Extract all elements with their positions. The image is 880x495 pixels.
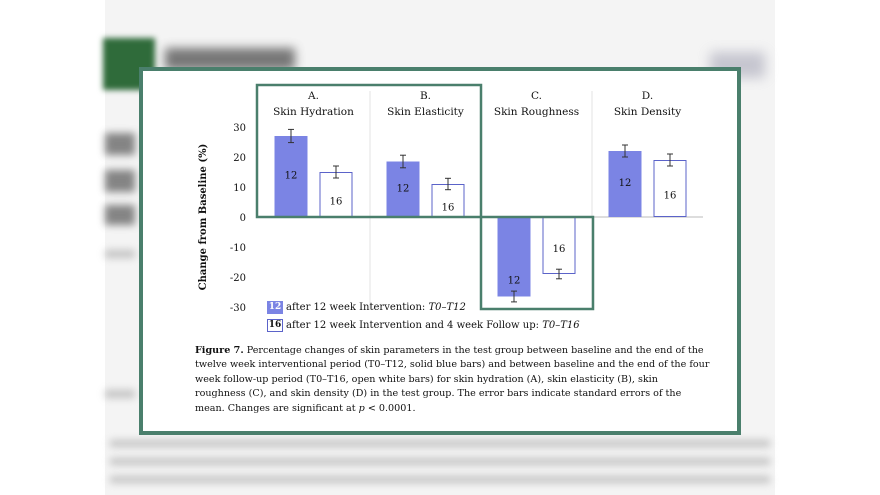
legend-italic-12: T0–T12 bbox=[428, 302, 466, 313]
bar-open bbox=[319, 172, 353, 217]
bar-label: 12 bbox=[285, 171, 298, 182]
bar-open bbox=[653, 160, 687, 217]
legend-text-16: after 12 week Intervention and 4 week Fo… bbox=[286, 320, 543, 331]
panel-letter: A. bbox=[307, 90, 319, 102]
panel-title: Skin Elasticity bbox=[387, 106, 464, 118]
y-tick-label: -30 bbox=[230, 303, 246, 314]
blurred-text-3 bbox=[110, 440, 770, 447]
legend-swatch-solid: 12 bbox=[267, 301, 283, 314]
legend-item-16: 16 after 12 week Intervention and 4 week … bbox=[267, 319, 580, 332]
highlight-box-c bbox=[479, 215, 595, 311]
blurred-text-1 bbox=[105, 250, 135, 258]
bar-label: 16 bbox=[664, 191, 677, 202]
bar-solid bbox=[274, 136, 308, 217]
bar-label: 12 bbox=[508, 276, 521, 287]
caption-tail: < 0.0001. bbox=[364, 402, 416, 414]
blurred-text-5 bbox=[110, 476, 770, 483]
bar-label: 12 bbox=[619, 178, 632, 189]
blurred-text-2 bbox=[105, 390, 135, 398]
bar-label: 16 bbox=[442, 203, 455, 214]
panel-letter: D. bbox=[642, 90, 653, 102]
y-tick-label: 20 bbox=[233, 153, 246, 164]
bar-solid bbox=[386, 161, 420, 217]
blurred-title-3 bbox=[105, 205, 135, 225]
panel-letter: B. bbox=[420, 90, 431, 102]
highlight-box-ab bbox=[255, 83, 483, 219]
legend-italic-16: T0–T16 bbox=[542, 320, 580, 331]
y-axis-label: Change from Baseline (%) bbox=[198, 144, 209, 291]
blurred-title-2 bbox=[105, 170, 135, 192]
bar-label: 16 bbox=[553, 244, 566, 255]
caption-label: Figure 7. bbox=[195, 345, 244, 356]
panel-title: Skin Roughness bbox=[494, 106, 579, 118]
y-tick-label: -10 bbox=[230, 243, 246, 254]
y-tick-label: 10 bbox=[233, 183, 246, 194]
bar-solid bbox=[497, 217, 531, 297]
panel-title: Skin Hydration bbox=[273, 106, 354, 118]
caption-p: p bbox=[358, 402, 365, 414]
bar-chart: Change from Baseline (%) 30 20 10 0 -10 -20 -30… bbox=[198, 83, 703, 314]
bar-label: 16 bbox=[330, 197, 343, 208]
y-tick-label: 0 bbox=[240, 213, 246, 224]
legend-text-12: after 12 week Intervention: bbox=[286, 302, 429, 313]
blurred-title-1 bbox=[105, 133, 135, 155]
y-tick-label: -20 bbox=[230, 273, 246, 284]
blurred-text-4 bbox=[110, 458, 770, 465]
journal-brand bbox=[165, 48, 295, 70]
figure-caption: Figure 7. Percentage changes of skin par… bbox=[195, 344, 710, 416]
caption-text: Percentage changes of skin parameters in… bbox=[195, 345, 710, 414]
legend-item-12: 12 after 12 week Intervention: T0–T12 bbox=[267, 301, 466, 314]
figure-card: Change from Baseline (%) 30 20 10 0 -10 -20 -30… bbox=[139, 67, 741, 435]
legend-swatch-open: 16 bbox=[267, 319, 283, 332]
panel-letter: C. bbox=[531, 90, 542, 102]
bar-label: 12 bbox=[397, 183, 410, 194]
y-tick-label: 30 bbox=[233, 123, 246, 134]
panel-title: Skin Density bbox=[614, 106, 681, 118]
bar-solid bbox=[608, 151, 642, 217]
